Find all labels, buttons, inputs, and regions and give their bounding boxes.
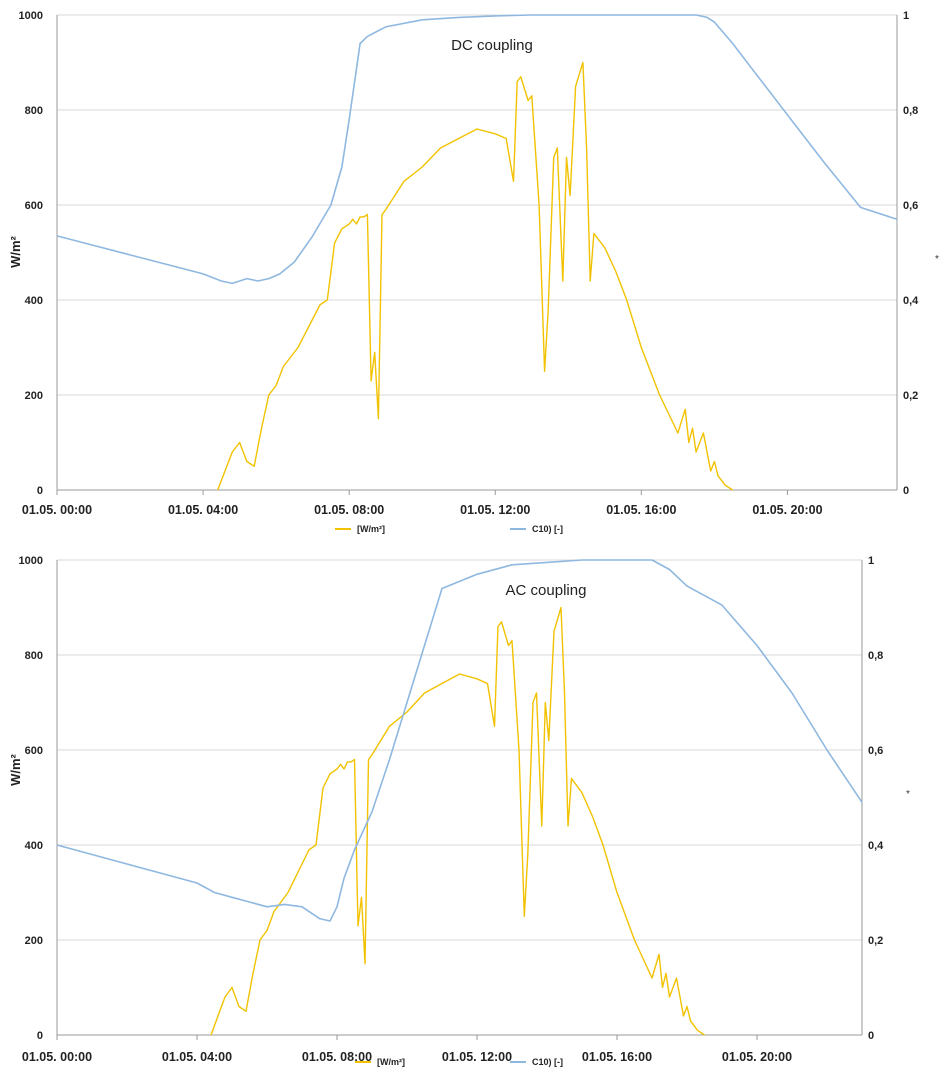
y2-tick-label: 0,6 <box>903 200 918 212</box>
x-tick-label: 01.05. 16:00 <box>582 1050 652 1064</box>
chart-title: DC coupling <box>451 37 533 54</box>
y2-tick-label: 0 <box>868 1030 874 1042</box>
legend-label: C10) [-] <box>532 1057 563 1067</box>
y-tick-label: 0 <box>37 485 43 497</box>
x-tick-label: 01.05. 04:00 <box>162 1050 232 1064</box>
y2-axis-label: * <box>935 254 939 265</box>
chart-dc-coupling-svg: 0 200 400 600 800 1000 0 0,2 0,4 0,6 0,8 1 01.05. 00… <box>8 10 939 534</box>
y-tick-label: 200 <box>25 390 43 402</box>
y-tick-label: 800 <box>25 105 43 117</box>
legend-label: [W/m²] <box>377 1057 405 1067</box>
y2-tick-label: 0,8 <box>903 105 918 117</box>
y2-tick-label: 0 <box>903 485 909 497</box>
x-tick-label: 01.05. 12:00 <box>442 1050 512 1064</box>
chart-title: AC coupling <box>506 582 587 599</box>
series-line-soc <box>56 14 898 285</box>
chart-dc-coupling: 0 200 400 600 800 1000 0 0,2 0,4 0,6 0,8 1 01.05. 00… <box>8 10 940 534</box>
y2-tick-label: 0,2 <box>868 935 883 947</box>
y2-axis-label: * <box>906 789 910 800</box>
y2-tick-label: 1 <box>868 555 874 567</box>
panel-divider <box>0 540 942 545</box>
y2-tick-label: 0,4 <box>903 295 919 307</box>
y2-tick-label: 0,4 <box>868 840 884 852</box>
x-tick-label: 01.05. 16:00 <box>606 503 676 517</box>
y-tick-label: 1000 <box>19 10 43 22</box>
series-line-soc <box>56 559 863 922</box>
y-tick-label: 400 <box>25 840 43 852</box>
y-tick-label: 600 <box>25 745 43 757</box>
y2-tick-label: 1 <box>903 10 909 22</box>
series-line-irradiance <box>217 61 734 491</box>
x-tick-label: 01.05. 08:00 <box>302 1050 372 1064</box>
x-tick-label: 01.05. 08:00 <box>314 503 384 517</box>
x-tick-label: 01.05. 00:00 <box>22 503 92 517</box>
x-tick-label: 01.05. 20:00 <box>722 1050 792 1064</box>
chart-ac-coupling-svg: 0 200 400 600 800 1000 0 0,2 0,4 0,6 0,8 1 01.05. 00… <box>8 555 910 1067</box>
x-tick-label: 01.05. 04:00 <box>168 503 238 517</box>
chart-ac-coupling: 0 200 400 600 800 1000 0 0,2 0,4 0,6 0,8 1 01.05. 00… <box>0 545 942 1069</box>
y-tick-label: 1000 <box>19 555 43 567</box>
y-tick-label: 200 <box>25 935 43 947</box>
y2-tick-label: 0,2 <box>903 390 918 402</box>
legend-label: C10) [-] <box>532 524 563 534</box>
series-line-irradiance <box>210 606 705 1036</box>
y2-tick-label: 0,6 <box>868 745 883 757</box>
y-tick-label: 600 <box>25 200 43 212</box>
x-tick-label: 01.05. 00:00 <box>22 1050 92 1064</box>
legend-label: [W/m²] <box>357 524 385 534</box>
y-tick-label: 0 <box>37 1030 43 1042</box>
y-tick-label: 400 <box>25 295 43 307</box>
y-axis-label: W/m² <box>8 235 23 267</box>
x-tick-label: 01.05. 20:00 <box>752 503 822 517</box>
y2-tick-label: 0,8 <box>868 650 883 662</box>
y-axis-label: W/m² <box>8 753 23 785</box>
y-tick-label: 800 <box>25 650 43 662</box>
x-tick-label: 01.05. 12:00 <box>460 503 530 517</box>
